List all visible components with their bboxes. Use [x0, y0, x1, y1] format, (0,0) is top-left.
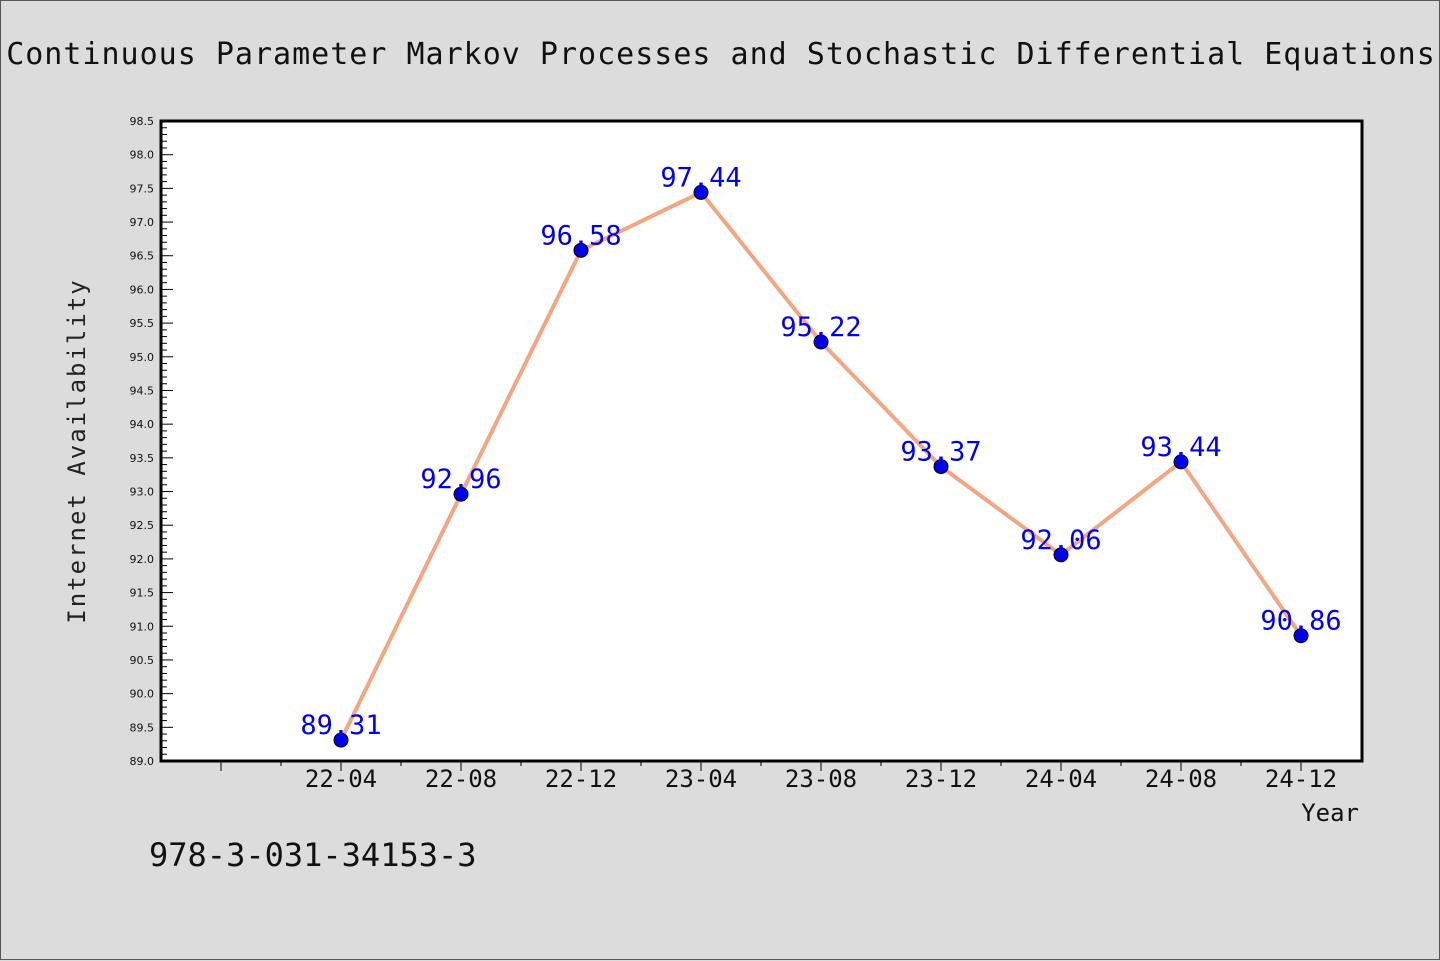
x-tick-label: 23-08 — [785, 765, 857, 793]
y-tick-label: 91.5 — [130, 587, 155, 600]
y-axis-ticks: 89.0 89.5 90.0 90.5 91.0 91.5 92.0 92.5 93.0 93.5… — [130, 115, 173, 768]
y-tick-label: 98.0 — [130, 149, 155, 162]
y-tick-label: 89.0 — [130, 755, 155, 768]
data-label: 93.37 — [900, 437, 981, 468]
y-tick-label: 90.5 — [130, 654, 155, 667]
x-tick-label: 24-08 — [1145, 765, 1217, 793]
x-tick-label: 24-12 — [1265, 765, 1337, 793]
y-tick-label: 93.5 — [130, 452, 155, 465]
y-tick-label: 97.5 — [130, 182, 155, 195]
isbn-text: 978-3-031-34153-3 — [149, 836, 477, 874]
y-tick-label: 92.0 — [130, 553, 155, 566]
x-tick-label: 22-08 — [425, 765, 497, 793]
series-layer — [333, 184, 1309, 748]
data-label: 97.44 — [660, 162, 741, 193]
y-tick-label: 93.0 — [130, 486, 155, 499]
x-tick-label: 22-04 — [305, 765, 377, 793]
data-labels: 89.31 92.96 96.58 97.44 95.22 93.37 92.06 93.44… — [300, 162, 1341, 741]
x-axis-label: Year — [1301, 799, 1359, 827]
data-label: 93.44 — [1140, 432, 1221, 463]
data-point — [573, 242, 589, 258]
data-point — [933, 459, 949, 475]
y-tick-label: 89.5 — [130, 721, 155, 734]
y-tick-label: 96.0 — [130, 283, 155, 296]
y-axis-label: Internet Availability — [63, 278, 91, 623]
y-tick-label: 92.5 — [130, 519, 155, 532]
data-label: 92.96 — [420, 464, 501, 495]
data-point — [693, 184, 709, 200]
x-tick-label: 22-12 — [545, 765, 617, 793]
data-point — [1173, 454, 1189, 470]
y-tick-label: 95.0 — [130, 351, 155, 364]
x-axis-ticks: 22-04 22-08 22-12 23-04 23-08 23-12 24-04 24-08… — [220, 761, 1337, 793]
x-tick-label: 23-12 — [905, 765, 977, 793]
y-tick-label: 97.0 — [130, 216, 155, 229]
y-tick-label: 95.5 — [130, 317, 155, 330]
data-label: 92.06 — [1020, 525, 1101, 556]
data-point — [813, 334, 829, 350]
data-point — [333, 732, 349, 748]
y-tick-label: 94.0 — [130, 418, 155, 431]
data-label: 90.86 — [1260, 606, 1341, 637]
data-point — [453, 486, 469, 502]
plot-area — [159, 119, 1364, 763]
data-label: 95.22 — [780, 312, 861, 343]
y-tick-label: 90.0 — [130, 688, 155, 701]
y-tick-label: 96.5 — [130, 250, 155, 263]
data-point — [1293, 628, 1309, 644]
data-label: 96.58 — [540, 220, 621, 251]
y-tick-label: 91.0 — [130, 620, 155, 633]
x-tick-label: 24-04 — [1025, 765, 1097, 793]
data-point — [1053, 547, 1069, 563]
y-tick-label: 98.5 — [130, 115, 155, 128]
y-tick-label: 94.5 — [130, 384, 155, 397]
x-tick-label: 23-04 — [665, 765, 737, 793]
chart-title: Continuous Parameter Markov Processes an… — [6, 37, 1436, 72]
data-label: 89.31 — [300, 710, 381, 741]
